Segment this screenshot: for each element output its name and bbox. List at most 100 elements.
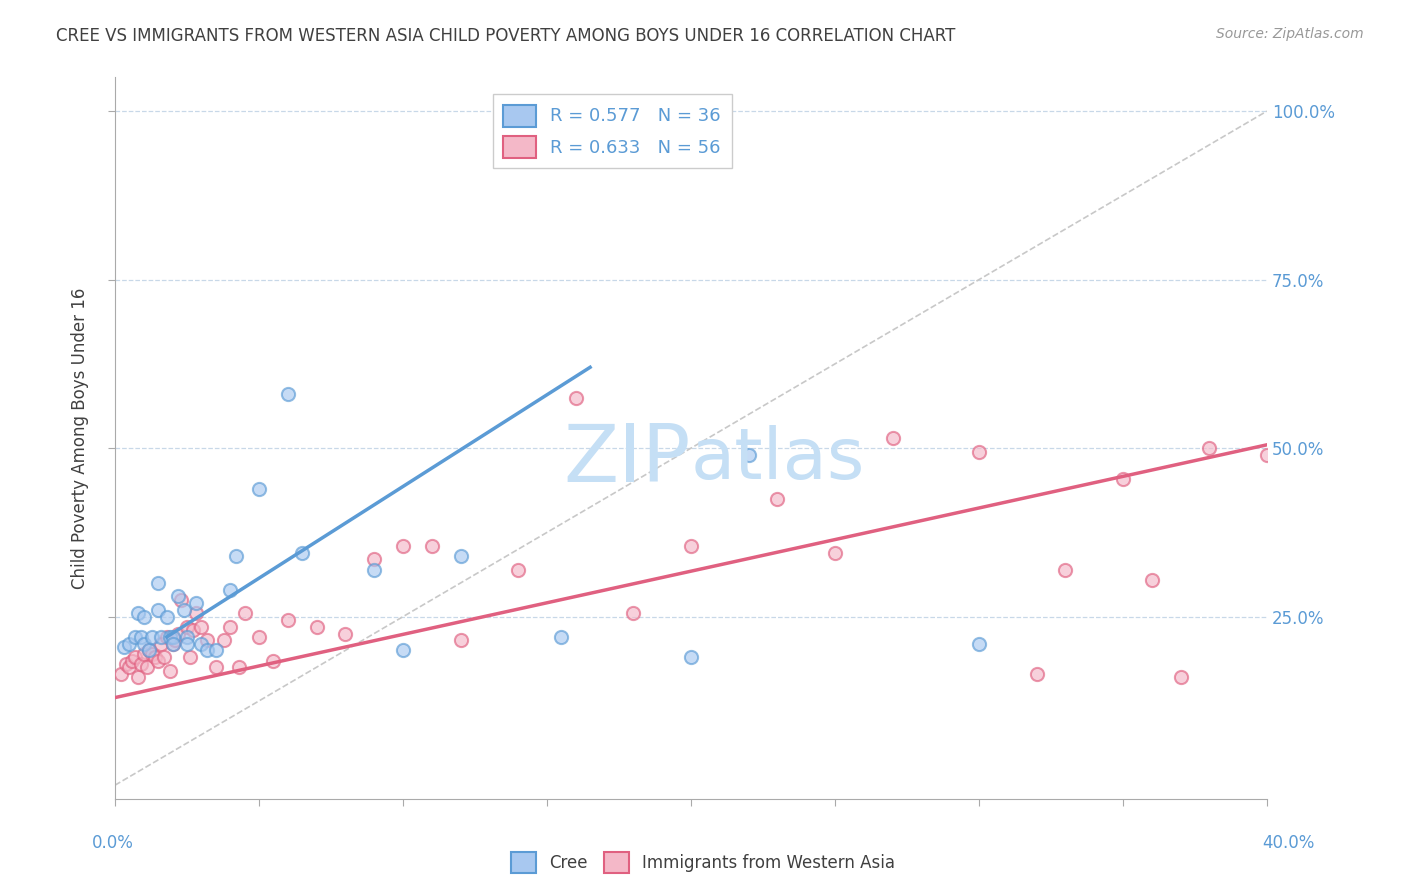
Point bbox=[967, 444, 990, 458]
Point bbox=[167, 626, 190, 640]
Point bbox=[153, 650, 176, 665]
Point bbox=[420, 539, 443, 553]
Point bbox=[363, 552, 385, 566]
Point bbox=[167, 590, 190, 604]
Text: ZIP: ZIP bbox=[564, 421, 690, 499]
Point bbox=[247, 630, 270, 644]
Point bbox=[204, 643, 226, 657]
Point bbox=[132, 637, 155, 651]
Point bbox=[190, 620, 212, 634]
Point bbox=[737, 448, 759, 462]
Point bbox=[112, 640, 135, 654]
Point bbox=[219, 620, 242, 634]
Point bbox=[141, 647, 163, 661]
Point bbox=[392, 643, 415, 657]
Point bbox=[115, 657, 138, 671]
Point bbox=[138, 643, 160, 657]
Point bbox=[146, 576, 169, 591]
Point bbox=[679, 650, 702, 665]
Text: Source: ZipAtlas.com: Source: ZipAtlas.com bbox=[1216, 27, 1364, 41]
Point bbox=[392, 539, 415, 553]
Point bbox=[219, 582, 242, 597]
Point bbox=[146, 603, 169, 617]
Point bbox=[214, 633, 236, 648]
Point bbox=[1025, 667, 1047, 681]
Point bbox=[233, 607, 256, 621]
Point bbox=[277, 387, 299, 401]
Point bbox=[195, 633, 218, 648]
Point bbox=[335, 626, 357, 640]
Point bbox=[132, 609, 155, 624]
Point bbox=[162, 637, 184, 651]
Point bbox=[132, 647, 155, 661]
Point bbox=[1256, 448, 1278, 462]
Y-axis label: Child Poverty Among Boys Under 16: Child Poverty Among Boys Under 16 bbox=[72, 287, 89, 589]
Point bbox=[450, 549, 472, 563]
Point bbox=[173, 603, 195, 617]
Point bbox=[184, 607, 207, 621]
Text: 40.0%: 40.0% bbox=[1263, 834, 1315, 852]
Point bbox=[150, 637, 173, 651]
Point bbox=[165, 633, 187, 648]
Point bbox=[450, 633, 472, 648]
Point bbox=[146, 653, 169, 667]
Point bbox=[129, 657, 152, 671]
Point bbox=[156, 630, 179, 644]
Point bbox=[225, 549, 247, 563]
Point bbox=[181, 623, 204, 637]
Point bbox=[176, 637, 198, 651]
Point bbox=[176, 620, 198, 634]
Point bbox=[363, 562, 385, 576]
Point bbox=[228, 660, 250, 674]
Point bbox=[129, 630, 152, 644]
Point bbox=[121, 653, 143, 667]
Point bbox=[118, 637, 141, 651]
Point bbox=[159, 664, 181, 678]
Text: 0.0%: 0.0% bbox=[91, 834, 134, 852]
Point bbox=[184, 596, 207, 610]
Point bbox=[1112, 471, 1135, 485]
Point bbox=[621, 607, 644, 621]
Point bbox=[135, 660, 157, 674]
Legend: R = 0.577   N = 36, R = 0.633   N = 56: R = 0.577 N = 36, R = 0.633 N = 56 bbox=[492, 94, 733, 169]
Point bbox=[1140, 573, 1163, 587]
Point bbox=[1054, 562, 1077, 576]
Point bbox=[150, 630, 173, 644]
Point bbox=[138, 643, 160, 657]
Point bbox=[170, 592, 193, 607]
Point bbox=[550, 630, 572, 644]
Text: CREE VS IMMIGRANTS FROM WESTERN ASIA CHILD POVERTY AMONG BOYS UNDER 16 CORRELATI: CREE VS IMMIGRANTS FROM WESTERN ASIA CHI… bbox=[56, 27, 956, 45]
Point bbox=[124, 630, 146, 644]
Point bbox=[127, 607, 149, 621]
Point bbox=[564, 391, 586, 405]
Point bbox=[176, 630, 198, 644]
Point bbox=[679, 539, 702, 553]
Legend: Cree, Immigrants from Western Asia: Cree, Immigrants from Western Asia bbox=[503, 846, 903, 880]
Point bbox=[110, 667, 132, 681]
Point bbox=[824, 546, 846, 560]
Point bbox=[141, 630, 163, 644]
Point bbox=[162, 637, 184, 651]
Point bbox=[179, 650, 201, 665]
Point bbox=[204, 660, 226, 674]
Point bbox=[277, 613, 299, 627]
Text: atlas: atlas bbox=[690, 425, 865, 494]
Point bbox=[162, 630, 184, 644]
Point bbox=[262, 653, 284, 667]
Point bbox=[124, 650, 146, 665]
Point bbox=[305, 620, 328, 634]
Point bbox=[143, 650, 166, 665]
Point bbox=[118, 660, 141, 674]
Point bbox=[882, 431, 904, 445]
Point bbox=[156, 609, 179, 624]
Point bbox=[195, 643, 218, 657]
Point bbox=[291, 546, 314, 560]
Point bbox=[247, 482, 270, 496]
Point bbox=[127, 670, 149, 684]
Point bbox=[1170, 670, 1192, 684]
Point bbox=[766, 491, 789, 506]
Point bbox=[508, 562, 530, 576]
Point bbox=[190, 637, 212, 651]
Point bbox=[159, 630, 181, 644]
Point bbox=[1198, 441, 1220, 455]
